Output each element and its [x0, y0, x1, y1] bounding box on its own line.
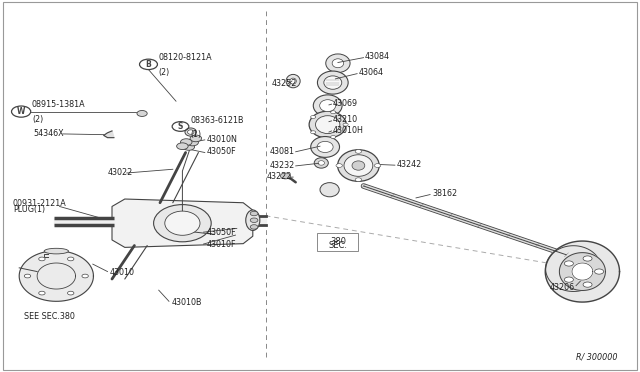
- Circle shape: [250, 225, 258, 229]
- Text: 43084: 43084: [365, 52, 390, 61]
- Ellipse shape: [286, 74, 300, 88]
- Circle shape: [564, 261, 573, 266]
- Text: 43069: 43069: [333, 99, 358, 108]
- Text: 43206: 43206: [549, 283, 575, 292]
- Circle shape: [38, 257, 45, 261]
- Circle shape: [336, 164, 342, 167]
- Circle shape: [183, 144, 195, 150]
- Polygon shape: [19, 251, 93, 301]
- Text: SEE SEC.380: SEE SEC.380: [24, 312, 75, 321]
- Circle shape: [331, 135, 336, 138]
- Text: 43222: 43222: [266, 172, 292, 181]
- Polygon shape: [104, 131, 114, 138]
- Text: 43010B: 43010B: [172, 298, 202, 307]
- Circle shape: [68, 257, 74, 261]
- Text: 43210: 43210: [333, 115, 358, 124]
- Circle shape: [187, 139, 198, 146]
- Circle shape: [137, 110, 147, 116]
- Ellipse shape: [44, 248, 68, 254]
- Circle shape: [310, 115, 316, 118]
- Polygon shape: [559, 253, 605, 291]
- Ellipse shape: [309, 111, 346, 138]
- Ellipse shape: [317, 71, 348, 94]
- FancyBboxPatch shape: [3, 2, 637, 370]
- Circle shape: [564, 277, 573, 282]
- Ellipse shape: [320, 100, 336, 112]
- Ellipse shape: [352, 161, 365, 170]
- Circle shape: [583, 256, 592, 261]
- Text: PLUG(1): PLUG(1): [13, 205, 45, 214]
- Polygon shape: [545, 241, 620, 302]
- Ellipse shape: [326, 54, 350, 73]
- Circle shape: [250, 218, 258, 222]
- Text: 38162: 38162: [432, 189, 457, 198]
- Text: 43232: 43232: [269, 161, 294, 170]
- Circle shape: [583, 282, 592, 287]
- Ellipse shape: [316, 116, 340, 134]
- Circle shape: [331, 111, 336, 114]
- Polygon shape: [112, 199, 253, 247]
- Circle shape: [82, 274, 88, 278]
- Circle shape: [190, 135, 202, 142]
- Text: 43252: 43252: [272, 79, 298, 88]
- Text: 54346X: 54346X: [33, 129, 64, 138]
- Ellipse shape: [185, 128, 196, 136]
- Ellipse shape: [311, 137, 339, 157]
- Text: SEC.: SEC.: [328, 241, 348, 250]
- Ellipse shape: [290, 78, 296, 84]
- Circle shape: [38, 291, 45, 295]
- Text: (1): (1): [191, 130, 202, 139]
- Ellipse shape: [154, 205, 211, 242]
- Text: (2): (2): [32, 115, 44, 124]
- Ellipse shape: [188, 130, 194, 134]
- Ellipse shape: [338, 150, 380, 182]
- Text: 43050F: 43050F: [207, 147, 236, 156]
- Text: B: B: [146, 60, 151, 69]
- Text: 08363-6121B: 08363-6121B: [191, 116, 244, 125]
- Circle shape: [280, 173, 291, 179]
- Ellipse shape: [314, 95, 342, 116]
- Text: S: S: [178, 122, 183, 131]
- Ellipse shape: [344, 155, 372, 176]
- Text: 43010F: 43010F: [207, 240, 236, 248]
- Ellipse shape: [314, 158, 328, 168]
- Circle shape: [355, 150, 362, 153]
- Ellipse shape: [324, 76, 342, 89]
- Circle shape: [343, 123, 348, 126]
- Text: W: W: [17, 107, 26, 116]
- Text: 43242: 43242: [397, 160, 422, 169]
- Text: 43010H: 43010H: [333, 126, 364, 135]
- Circle shape: [374, 164, 381, 167]
- Ellipse shape: [318, 161, 324, 165]
- Text: 08915-1381A: 08915-1381A: [32, 100, 86, 109]
- Circle shape: [355, 178, 362, 182]
- Polygon shape: [546, 246, 602, 291]
- Polygon shape: [572, 263, 593, 280]
- Ellipse shape: [165, 211, 200, 235]
- Circle shape: [310, 131, 316, 134]
- Text: 43050F: 43050F: [207, 228, 236, 237]
- Ellipse shape: [246, 210, 260, 231]
- Circle shape: [250, 211, 258, 216]
- Text: 43081: 43081: [269, 147, 294, 155]
- Text: (2): (2): [159, 68, 170, 77]
- Text: 08120-8121A: 08120-8121A: [159, 54, 212, 62]
- Ellipse shape: [317, 141, 333, 153]
- Bar: [317, 233, 358, 251]
- Circle shape: [595, 269, 604, 274]
- Text: 380: 380: [330, 237, 346, 246]
- Text: 00931-2121A: 00931-2121A: [13, 199, 67, 208]
- Ellipse shape: [332, 59, 344, 68]
- Circle shape: [180, 139, 192, 145]
- Ellipse shape: [320, 183, 339, 197]
- Text: 43010: 43010: [110, 268, 135, 277]
- Text: 43064: 43064: [358, 68, 383, 77]
- Text: 43010N: 43010N: [207, 135, 237, 144]
- Text: R/ 300000: R/ 300000: [576, 353, 618, 362]
- Text: 43022: 43022: [108, 169, 132, 177]
- Circle shape: [24, 274, 31, 278]
- Circle shape: [67, 291, 74, 295]
- Circle shape: [177, 143, 188, 150]
